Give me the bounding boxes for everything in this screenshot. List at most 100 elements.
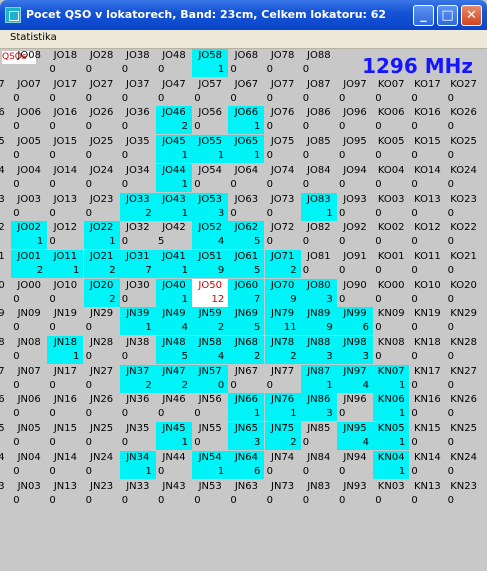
locator-cell: JN06 0 [11, 393, 47, 421]
qso-count: 1 [145, 322, 152, 334]
qso-count: 0 [49, 207, 56, 219]
band-label: 1296 MHz [362, 54, 473, 78]
qso-count: 0 [447, 322, 454, 334]
qso-count: 5 [181, 351, 188, 362]
locator-name: JN25 [90, 423, 114, 435]
locator-cell: KO05 0 [373, 135, 409, 163]
qso-count: 1 [181, 150, 188, 162]
locator-name: JO82 [307, 222, 331, 234]
locator-name: JN87 [307, 365, 331, 377]
locator-cell: JN09 0 [11, 307, 47, 335]
locator-cell: JN67 0 [228, 365, 264, 393]
locator-cell: JN19 0 [47, 307, 83, 335]
qso-count: 2 [109, 293, 116, 305]
locator-cell: JN27 0 [84, 365, 120, 393]
qso-count: 0 [447, 293, 454, 305]
locator-name: JO86 [307, 107, 331, 119]
locator-cell: KN26 0 [446, 393, 482, 421]
qso-count: 0 [121, 437, 129, 449]
qso-count: 0 [339, 264, 346, 276]
locator-name: JO43 [162, 193, 186, 205]
locator-name: JN73 [271, 480, 295, 492]
locator-cell: JN77 0 [265, 365, 301, 393]
qso-count: 0 [302, 64, 310, 75]
qso-count: 0 [49, 379, 56, 391]
locator-cell: JN63 0 [228, 480, 264, 508]
locator-cell: JO67 0 [228, 78, 264, 106]
locator-cell: JN35 0 [120, 422, 156, 450]
locator-name: JN39 [126, 308, 150, 320]
menu-statistika[interactable]: Statistika [10, 32, 57, 43]
locator-name: JN86 [307, 394, 331, 406]
locator-name: KN29 [450, 308, 477, 320]
qso-count: 0 [13, 322, 20, 334]
locator-name: JO03 [17, 193, 41, 205]
locator-name: JN63 [234, 480, 258, 492]
locator-cell: KN05 1 [373, 422, 410, 451]
locator-cell: JN97 4 [337, 364, 373, 393]
locator-cell: JN08 0 [11, 336, 47, 364]
locator-cell: JO83 1 [300, 192, 337, 221]
locator-cell: JO68 0 [228, 49, 264, 77]
qso-count: 0 [85, 121, 92, 133]
locator-cell: JO54 0 [192, 164, 228, 192]
locator-cell: JO00 0 [11, 279, 47, 307]
app-icon[interactable] [5, 7, 21, 23]
locator-cell: JO11 1 [47, 249, 84, 278]
qso-count: 0 [411, 322, 418, 334]
locator-cell: JO01 2 [11, 249, 48, 278]
qso-count: 0 [85, 64, 92, 75]
locator-cell: JO15 0 [47, 135, 83, 163]
locator-cell: JO12 0 [47, 221, 83, 249]
locator-name: KO24 [450, 164, 477, 176]
qso-count: 0 [411, 236, 418, 248]
locator-cell: JO10 0 [47, 279, 83, 307]
locator-name: JO02 [17, 222, 41, 234]
locator-cell: JN04 0 [11, 451, 47, 479]
qso-count: 1 [73, 351, 80, 362]
locator-name: IN99 [0, 308, 5, 320]
locator-cell: JN65 3 [228, 422, 265, 451]
locator-cell: JN75 2 [264, 422, 301, 451]
locator-cell: JO62 5 [228, 221, 265, 250]
qso-count: 0 [158, 408, 165, 420]
locator-cell: KN29 0 [446, 307, 482, 335]
qso-count: 2 [181, 121, 188, 133]
locator-cell: JO82 0 [301, 221, 337, 249]
locator-cell: JO95 0 [337, 135, 373, 163]
locator-name: JO56 [198, 107, 222, 119]
qso-count: 2 [217, 322, 225, 334]
locator-cell: JN13 0 [47, 480, 83, 508]
locator-cell: JN93 0 [337, 480, 373, 508]
locator-cell: KO10 0 [409, 279, 445, 307]
locator-name: JN43 [162, 480, 186, 492]
qso-count: 1 [398, 437, 406, 449]
locator-name: JN48 [162, 337, 186, 348]
locator-cell: JO72 0 [265, 221, 301, 249]
locator-name: JO20 [89, 279, 114, 291]
qso-count: 0 [302, 264, 310, 276]
qso-count: 0 [447, 92, 454, 104]
locator-name: JO13 [53, 193, 78, 205]
locator-name: JN85 [307, 423, 331, 435]
locator-cell: IO950 [0, 135, 11, 163]
close-button[interactable]: ✕ [461, 5, 482, 26]
locator-cell: JO38 0 [120, 49, 156, 77]
locator-cell: KN06 1 [373, 393, 410, 422]
qso-count: 0 [375, 178, 382, 190]
locator-cell: JN33 0 [120, 480, 156, 508]
locator-name: JO96 [343, 107, 367, 119]
qso-count: 0 [49, 408, 56, 420]
qso-count: 3 [254, 437, 261, 449]
maximize-button[interactable]: □ [437, 5, 458, 26]
locator-name: JN54 [198, 451, 222, 463]
locator-name: JO74 [270, 164, 295, 176]
qso-count: 1 [217, 465, 225, 477]
locator-cell: JO66 1 [228, 106, 265, 135]
qso-count: 0 [447, 121, 454, 133]
locator-name: JO91 [343, 250, 367, 262]
locator-cell: JO70 9 [264, 278, 301, 307]
locator-name: JO15 [53, 136, 78, 148]
locator-cell: JN25 0 [84, 422, 120, 450]
minimize-button[interactable]: _ [413, 5, 434, 26]
